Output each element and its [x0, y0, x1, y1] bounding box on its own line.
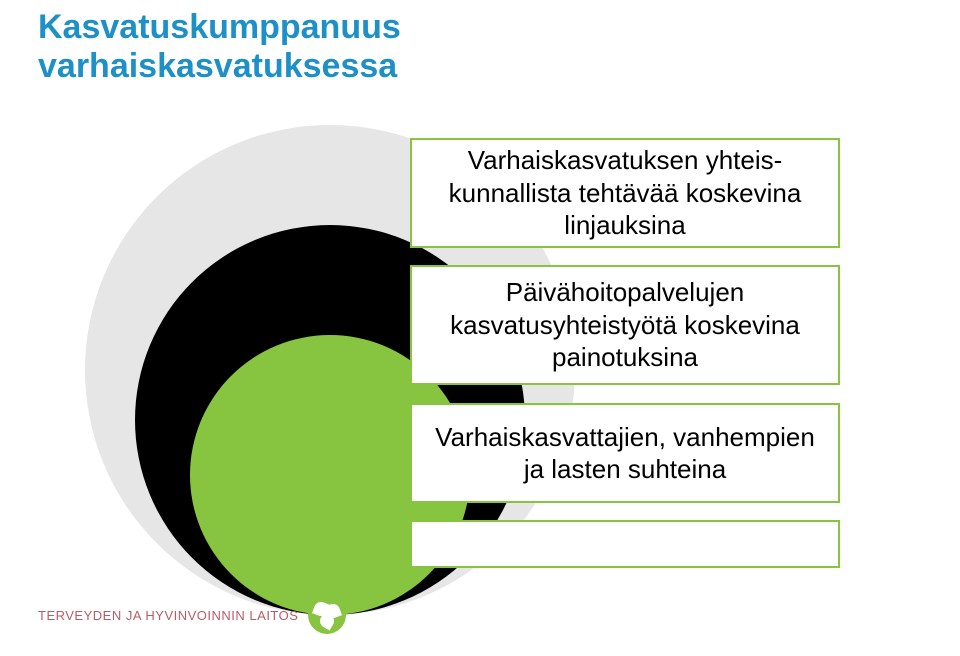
- info-box: Varhaiskasvattajien, vanhempien ja laste…: [410, 403, 840, 503]
- footer-logo-icon: [308, 596, 346, 634]
- title-line-1: Kasvatuskumppanuus: [38, 8, 401, 47]
- info-box: Varhaiskasvatuksen yhteis- kunnallista t…: [410, 138, 840, 248]
- footer: TERVEYDEN JA HYVINVOINNIN LAITOS: [38, 596, 346, 634]
- info-box: Päivähoitopalvelujen kasvatusyhteistyötä…: [410, 265, 840, 385]
- footer-text: TERVEYDEN JA HYVINVOINNIN LAITOS: [38, 608, 298, 623]
- slide-title: Kasvatuskumppanuus varhaiskasvatuksessa: [38, 8, 401, 86]
- title-line-2: varhaiskasvatuksessa: [38, 47, 401, 86]
- info-box: [410, 520, 840, 568]
- slide: Kasvatuskumppanuus varhaiskasvatuksessa …: [0, 0, 960, 656]
